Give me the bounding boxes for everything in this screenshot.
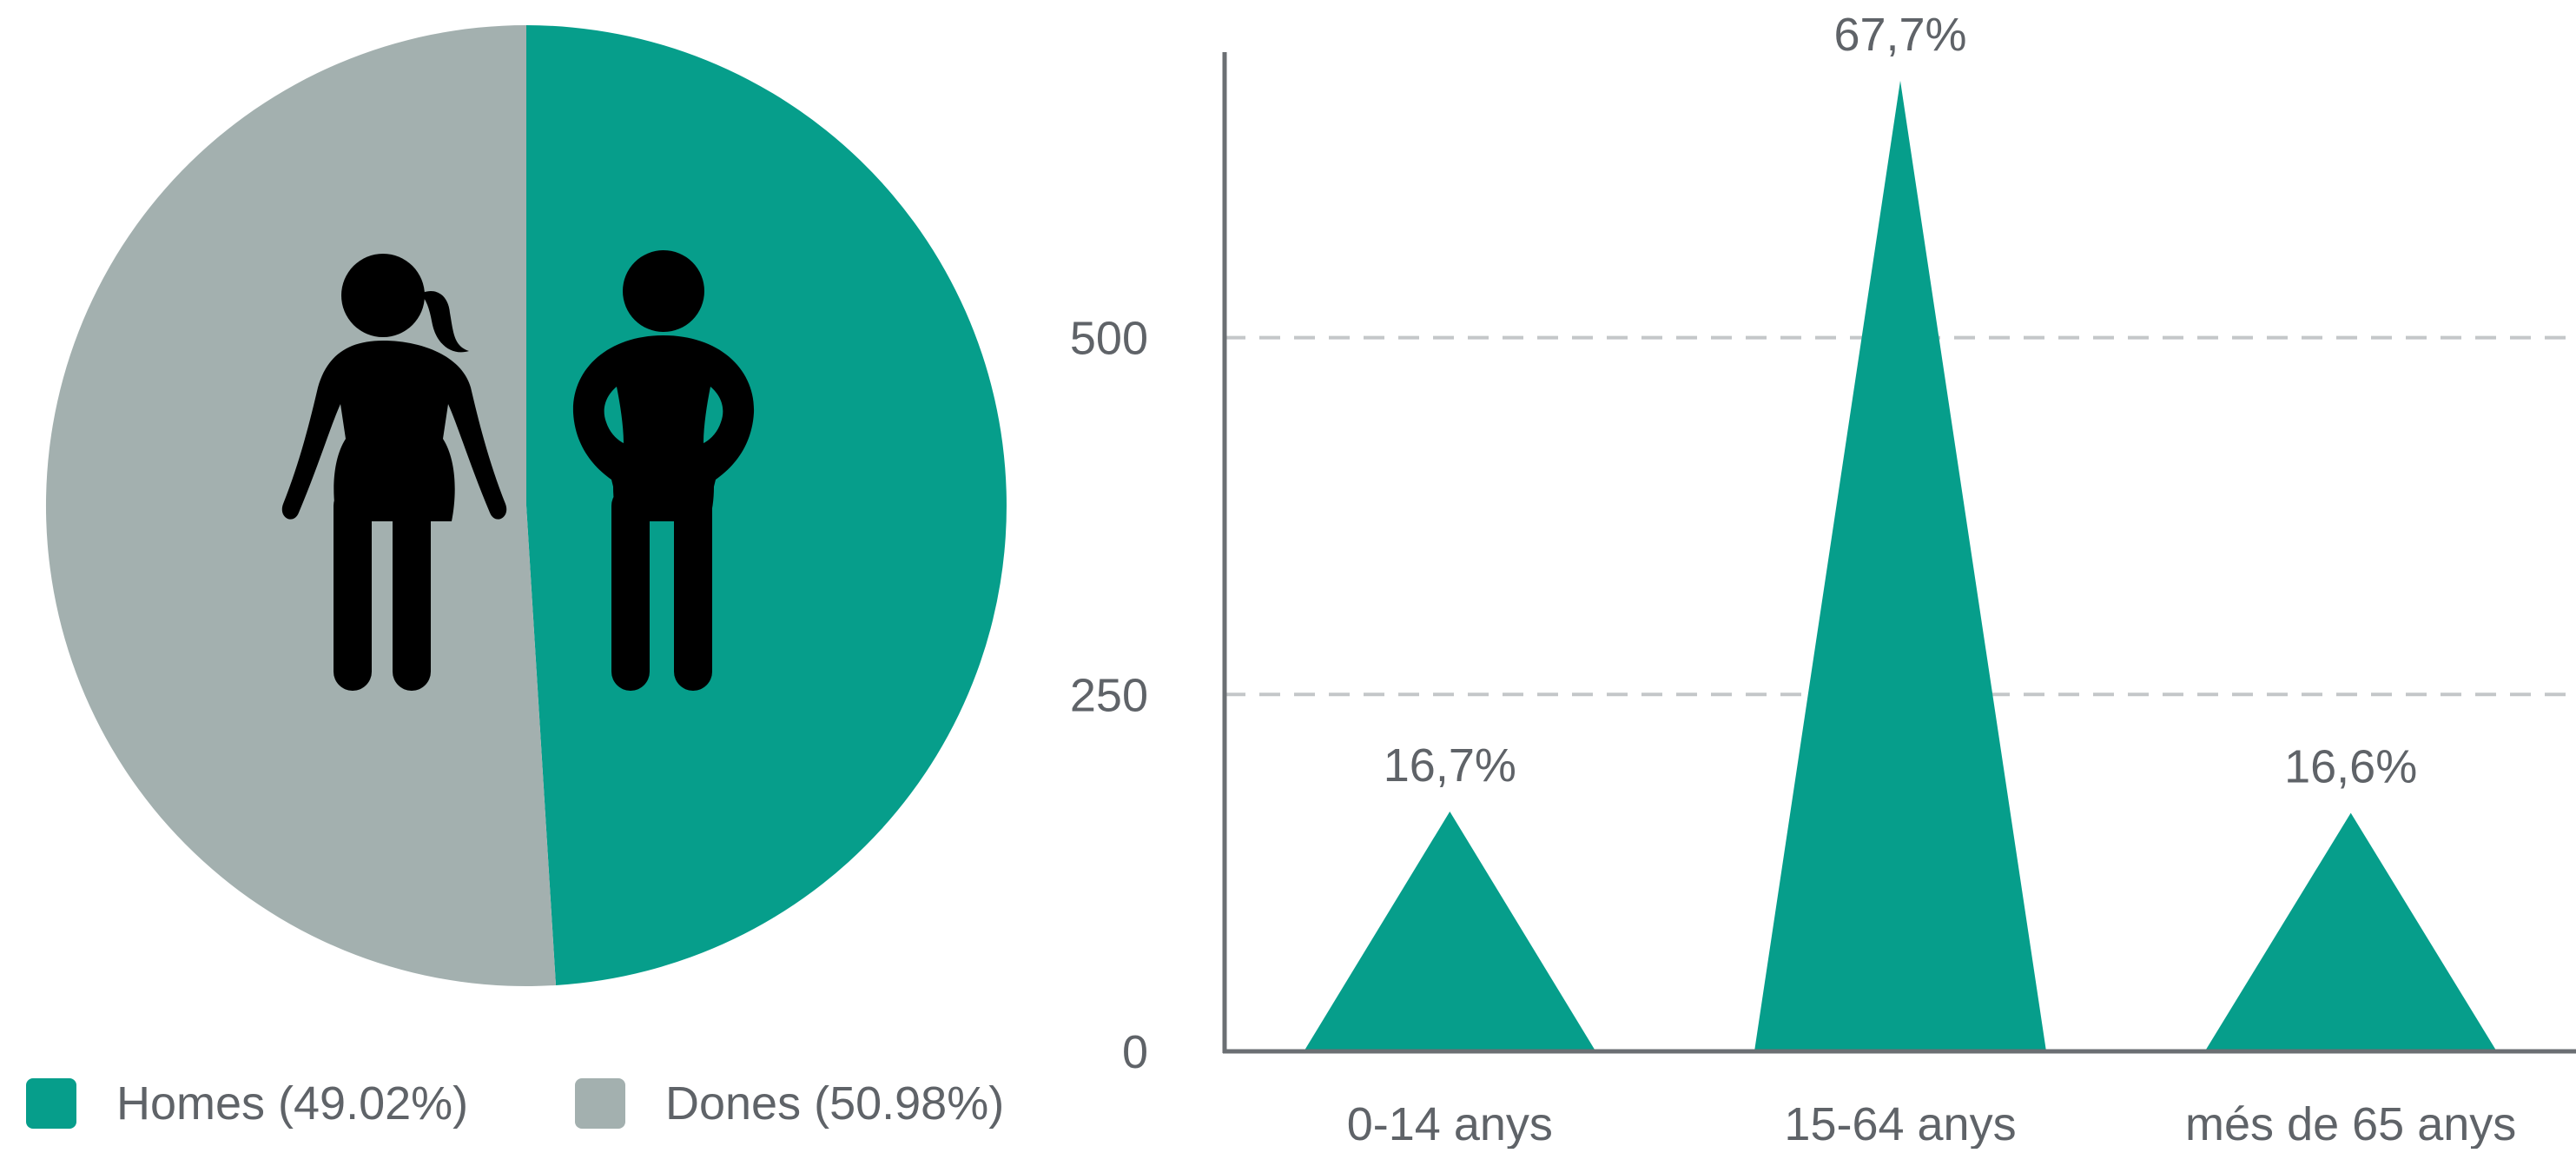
pie-slice-homes <box>526 25 1007 985</box>
bar-marks <box>1304 80 2497 1051</box>
legend-label-homes: Homes (49.02%) <box>116 1077 469 1130</box>
age-bar-chart: 0 250 500 16,7% 0-14 anys 67,7% 15-64 anys 16,6… <box>1070 9 2576 1150</box>
age-bar-panel: 0 250 500 16,7% 0-14 anys 67,7% 15-64 anys 16,6… <box>1025 0 2576 1150</box>
axes <box>1222 52 2576 1054</box>
bar-1 <box>1304 812 1596 1051</box>
gender-pie-panel <box>0 0 1042 1149</box>
y-tick-label-500: 500 <box>1070 313 1148 365</box>
y-tick-label-0: 0 <box>1122 1026 1148 1078</box>
gender-pie-chart <box>45 25 1007 987</box>
woman-icon <box>281 254 507 691</box>
chart-labels: 0 250 500 16,7% 0-14 anys 67,7% 15-64 anys 16,6… <box>1070 9 2516 1150</box>
legend-label-dones: Dones (50.98%) <box>665 1077 1005 1130</box>
pie-legend: Homes (49.02%) Dones (50.98%) <box>26 1073 1112 1134</box>
bar-2 <box>1754 80 2046 1051</box>
legend-item-homes: Homes (49.02%) <box>26 1073 468 1134</box>
legend-swatch-dones <box>575 1078 625 1129</box>
data-label-2: 67,7% <box>1833 9 1966 61</box>
pie-slices <box>45 25 1007 987</box>
y-tick-label-250: 250 <box>1070 669 1148 721</box>
x-tick-label-1: 0-14 anys <box>1347 1098 1553 1149</box>
data-label-3: 16,6% <box>2284 741 2417 793</box>
x-tick-label-3: més de 65 anys <box>2185 1098 2516 1149</box>
legend-item-dones: Dones (50.98%) <box>575 1073 1004 1134</box>
legend-swatch-homes <box>26 1078 76 1129</box>
bar-3 <box>2204 812 2497 1051</box>
data-label-1: 16,7% <box>1384 739 1516 792</box>
man-icon <box>572 250 755 691</box>
x-tick-label-2: 15-64 anys <box>1784 1098 2016 1149</box>
